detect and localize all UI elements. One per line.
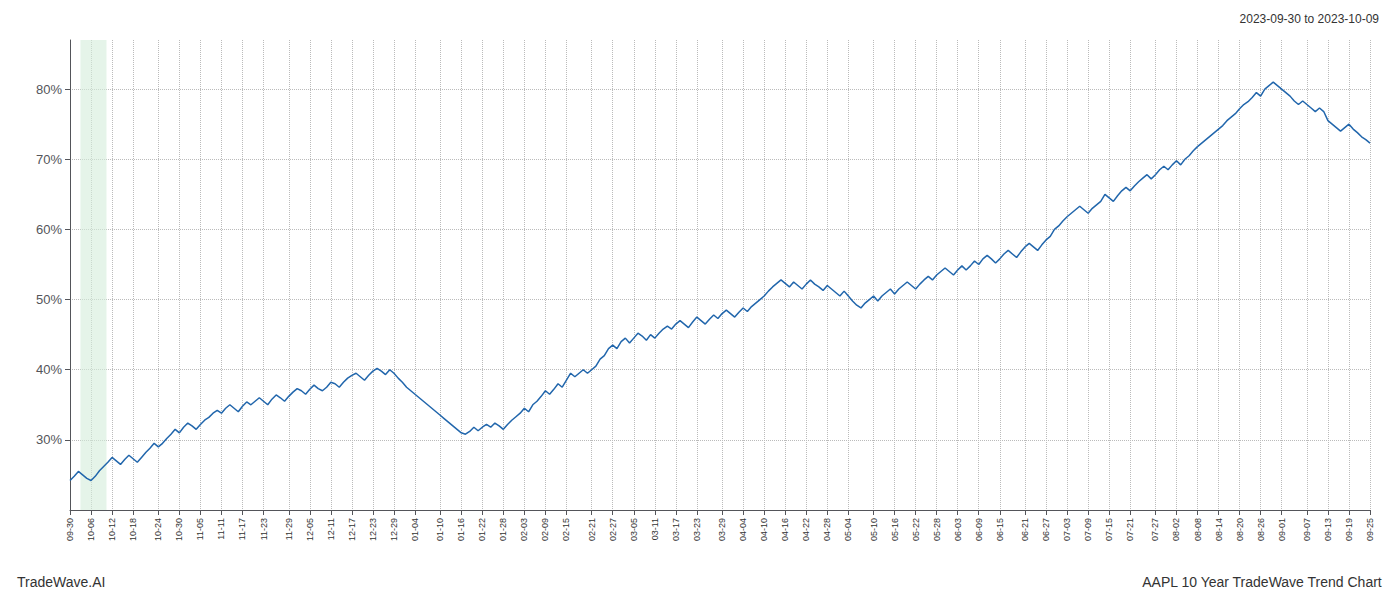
svg-text:06-21: 06-21 (1020, 518, 1030, 541)
svg-text:09-19: 09-19 (1344, 518, 1354, 541)
svg-text:50%: 50% (36, 292, 62, 307)
svg-text:70%: 70% (36, 152, 62, 167)
svg-text:02-27: 02-27 (608, 518, 618, 541)
svg-text:09-30: 09-30 (65, 518, 75, 541)
svg-text:01-16: 01-16 (456, 518, 466, 541)
svg-text:06-15: 06-15 (995, 518, 1005, 541)
svg-text:07-15: 07-15 (1104, 518, 1114, 541)
svg-text:05-16: 05-16 (890, 518, 900, 541)
svg-text:2023-09-30 to 2023-10-09: 2023-09-30 to 2023-10-09 (1240, 12, 1380, 26)
svg-text:08-02: 08-02 (1171, 518, 1181, 541)
svg-text:01-22: 01-22 (477, 518, 487, 541)
svg-text:06-27: 06-27 (1041, 518, 1051, 541)
svg-text:08-20: 08-20 (1235, 518, 1245, 541)
svg-text:12-29: 12-29 (389, 518, 399, 541)
svg-text:07-03: 07-03 (1062, 518, 1072, 541)
svg-text:TradeWave.AI: TradeWave.AI (17, 574, 105, 590)
svg-text:01-28: 01-28 (498, 518, 508, 541)
svg-text:10-18: 10-18 (128, 518, 138, 541)
svg-text:05-10: 05-10 (869, 518, 879, 541)
svg-text:03-11: 03-11 (650, 518, 660, 540)
svg-text:01-10: 01-10 (435, 518, 445, 541)
svg-text:03-29: 03-29 (717, 518, 727, 541)
svg-text:04-16: 04-16 (780, 518, 790, 541)
svg-text:10-12: 10-12 (107, 518, 117, 541)
svg-text:10-24: 10-24 (153, 518, 163, 541)
svg-text:11-05: 11-05 (195, 518, 205, 540)
svg-text:30%: 30% (36, 432, 62, 447)
svg-text:10-06: 10-06 (86, 518, 96, 541)
svg-text:05-22: 05-22 (911, 518, 921, 541)
svg-text:02-03: 02-03 (519, 518, 529, 541)
svg-text:12-23: 12-23 (368, 518, 378, 541)
svg-text:01-04: 01-04 (410, 518, 420, 541)
svg-text:60%: 60% (36, 222, 62, 237)
svg-text:12-05: 12-05 (305, 518, 315, 541)
svg-text:04-10: 04-10 (759, 518, 769, 541)
svg-text:12-17: 12-17 (347, 518, 357, 541)
svg-text:07-27: 07-27 (1150, 518, 1160, 541)
svg-text:10-30: 10-30 (174, 518, 184, 541)
svg-text:12-11: 12-11 (326, 518, 336, 540)
svg-text:40%: 40% (36, 362, 62, 377)
svg-text:05-28: 05-28 (932, 518, 942, 541)
svg-text:04-28: 04-28 (822, 518, 832, 541)
svg-text:11-11: 11-11 (216, 518, 226, 540)
svg-text:80%: 80% (36, 82, 62, 97)
svg-text:03-23: 03-23 (692, 518, 702, 541)
svg-text:09-25: 09-25 (1365, 518, 1375, 541)
svg-text:11-23: 11-23 (259, 518, 269, 540)
svg-text:11-29: 11-29 (284, 518, 294, 540)
svg-text:02-15: 02-15 (561, 518, 571, 541)
svg-text:02-09: 02-09 (540, 518, 550, 541)
svg-text:AAPL 10 Year TradeWave Trend C: AAPL 10 Year TradeWave Trend Chart (1142, 574, 1382, 590)
svg-text:05-04: 05-04 (843, 518, 853, 541)
svg-text:07-21: 07-21 (1125, 518, 1135, 541)
svg-text:06-03: 06-03 (953, 518, 963, 541)
svg-text:02-21: 02-21 (587, 518, 597, 541)
svg-text:07-09: 07-09 (1083, 518, 1093, 541)
svg-text:11-17: 11-17 (237, 518, 247, 540)
svg-text:04-22: 04-22 (801, 518, 811, 541)
svg-text:09-07: 09-07 (1302, 518, 1312, 541)
svg-text:08-14: 08-14 (1214, 518, 1224, 541)
svg-text:06-09: 06-09 (974, 518, 984, 541)
svg-text:09-01: 09-01 (1277, 518, 1287, 541)
svg-text:04-04: 04-04 (738, 518, 748, 541)
svg-text:03-17: 03-17 (671, 518, 681, 541)
svg-text:08-26: 08-26 (1256, 518, 1266, 541)
svg-text:08-08: 08-08 (1193, 518, 1203, 541)
svg-text:03-05: 03-05 (629, 518, 639, 541)
svg-text:09-13: 09-13 (1323, 518, 1333, 541)
